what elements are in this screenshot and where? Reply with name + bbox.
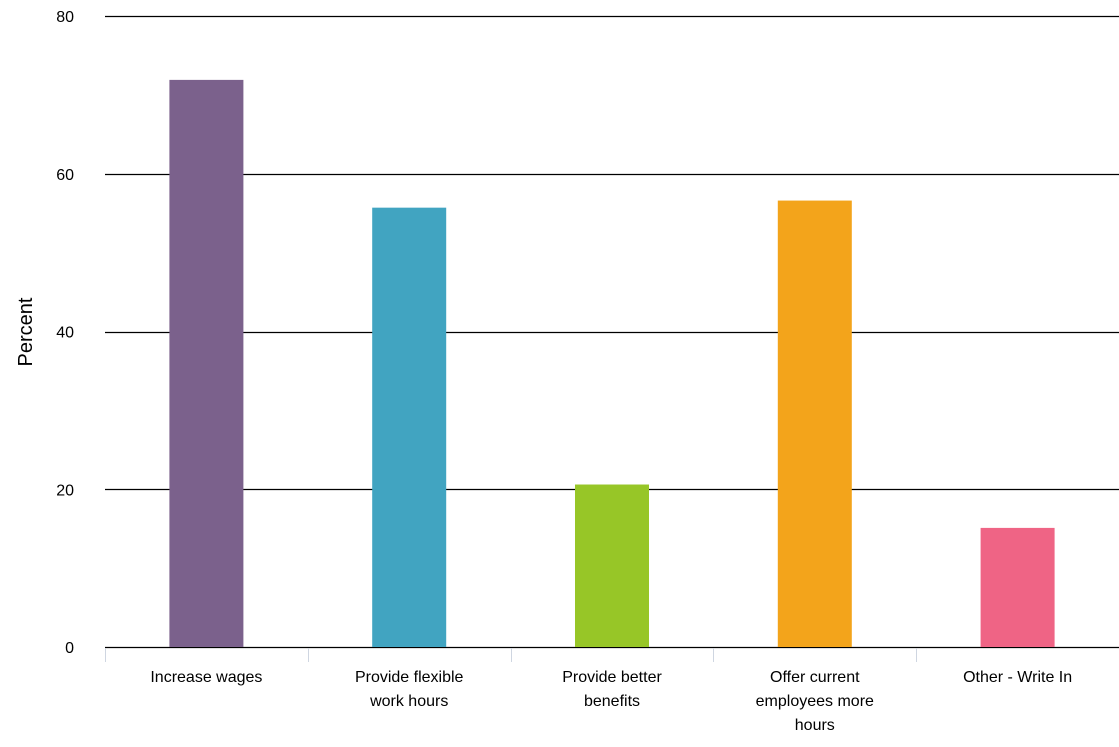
x-category-label: Increase wages xyxy=(150,669,262,686)
y-axis-title: Percent xyxy=(15,297,37,366)
y-tick-label: 0 xyxy=(65,640,74,657)
y-tick-label: 60 xyxy=(56,167,74,184)
x-category-label: Other - Write In xyxy=(963,669,1072,686)
bars xyxy=(169,80,1054,647)
y-tick-label: 40 xyxy=(56,325,74,342)
y-axis-ticks: 0 20 40 60 80 xyxy=(56,9,74,657)
bar xyxy=(981,528,1055,647)
y-tick-label: 20 xyxy=(56,482,74,499)
bar xyxy=(575,485,649,647)
bar xyxy=(169,80,243,647)
x-axis xyxy=(106,648,1119,662)
bar xyxy=(372,208,446,647)
y-tick-label: 80 xyxy=(56,9,74,26)
bar xyxy=(778,201,852,647)
